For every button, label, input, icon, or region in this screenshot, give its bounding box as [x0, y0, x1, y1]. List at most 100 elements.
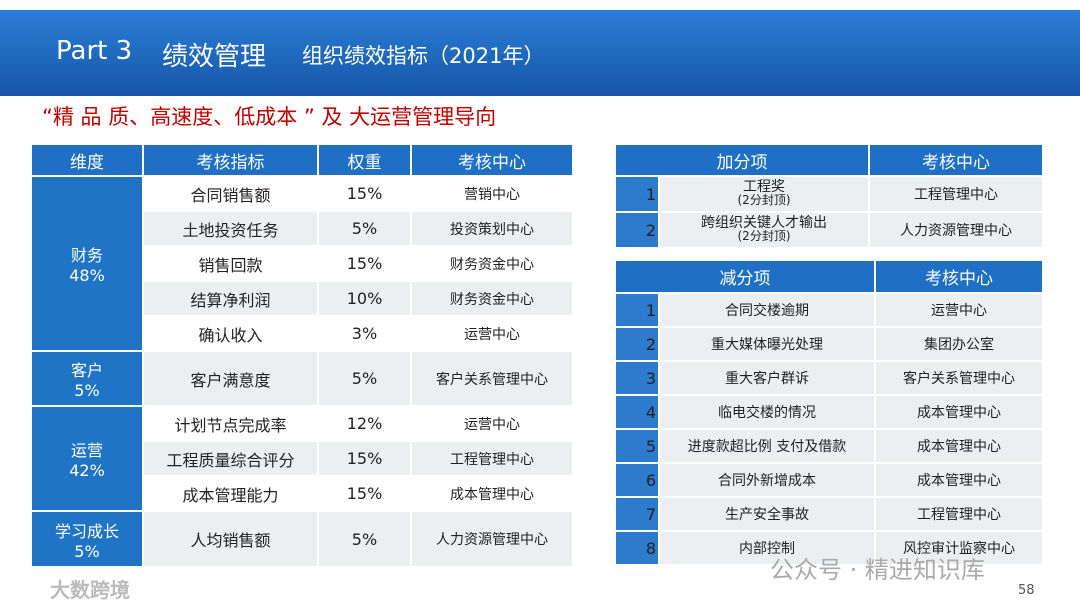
row-number: 5: [614, 428, 660, 464]
header-cell: 权重: [317, 143, 412, 177]
item-cell: 重大媒体曝光处理: [658, 326, 876, 362]
subheading: “精 品 质、高速度、低成本 ” 及 大运营管理导向: [42, 105, 497, 129]
table-row: 成本管理能力 15% 成本管理中心: [31, 475, 574, 512]
table-row: 销售回款 15% 财务资金中心: [31, 245, 574, 282]
row-number: 6: [614, 462, 660, 498]
cell: 财务资金中心: [410, 280, 574, 317]
table-row: 运营 42% 计划节点完成率 12% 运营中心: [30, 405, 574, 512]
cell: 运营中心: [410, 315, 574, 352]
cell: 5%: [317, 510, 412, 568]
cell: 15%: [317, 175, 412, 212]
header-cell: 考核指标: [142, 143, 319, 177]
dimension-cell: 财务 48%: [30, 175, 144, 352]
cell: 工程管理中心: [410, 440, 574, 477]
item-cell: 合同交楼逾期: [658, 292, 876, 328]
center-cell: 成本管理中心: [874, 462, 1044, 498]
table-row: 财务 48% 合同销售额 15% 营销中心: [30, 175, 574, 352]
dimension-share: 5%: [74, 381, 100, 400]
center-cell: 风控审计监察中心: [874, 530, 1044, 566]
item-name: 临电交楼的情况: [718, 405, 816, 421]
dimension-share: 42%: [69, 461, 105, 480]
cell: 15%: [317, 475, 412, 512]
item-cell: 内部控制: [658, 530, 876, 566]
cell: 确认收入: [142, 315, 319, 352]
item-cell: 重大客户群诉: [658, 360, 876, 396]
center-cell: 工程管理中心: [868, 175, 1044, 213]
table-row: 1 工程奖 (2分封顶) 工程管理中心: [614, 175, 1044, 213]
table-row: 确认收入 3% 运营中心: [31, 315, 574, 352]
header-cell: 考核中心: [874, 259, 1044, 294]
header-cell: 加分项: [614, 143, 870, 177]
cell: 客户关系管理中心: [410, 350, 574, 407]
cell: 投资策划中心: [410, 210, 574, 247]
table-row: 1 合同交楼逾期 运营中心: [614, 292, 1044, 328]
header-cell: 维度: [30, 143, 144, 177]
table-row: 工程质量综合评分 15% 工程管理中心: [31, 440, 574, 477]
table-row: 结算净利润 10% 财务资金中心: [31, 280, 574, 317]
title: 绩效管理: [162, 42, 267, 72]
table-row: 客户 5% 客户满意度 5% 客户关系管理中心: [30, 350, 574, 407]
table-row: 2 重大媒体曝光处理 集团办公室: [614, 326, 1044, 362]
dimension-share: 48%: [69, 266, 105, 285]
part: Part 3: [56, 36, 133, 66]
item-cell: 临电交楼的情况: [658, 394, 876, 430]
dimension-cell: 客户 5%: [30, 350, 144, 407]
cell: 合同销售额: [142, 175, 319, 212]
center-cell: 运营中心: [874, 292, 1044, 328]
item-cell: 工程奖 (2分封顶): [658, 175, 870, 213]
header-cell: 考核中心: [410, 143, 574, 177]
table-row: 学习成长 5% 人均销售额 5% 人力资源管理中心: [30, 510, 574, 568]
cell: 15%: [317, 440, 412, 477]
header-cell: 减分项: [614, 259, 876, 294]
cell: 15%: [317, 245, 412, 282]
item-cell: 生产安全事故: [658, 496, 876, 532]
item-note: (2分封顶): [737, 229, 791, 243]
item-cell: 进度款超比例 支付及借款: [658, 428, 876, 464]
table-row: 6 合同外新增成本 成本管理中心: [614, 462, 1044, 498]
cell: 人均销售额: [142, 510, 319, 568]
dimension-cell: 运营 42%: [30, 405, 144, 512]
cell: 营销中心: [410, 175, 574, 212]
table-row: 土地投资任务 5% 投资策划中心: [31, 210, 574, 247]
center-cell: 客户关系管理中心: [874, 360, 1044, 396]
cell: 土地投资任务: [142, 210, 319, 247]
row-number: 7: [614, 496, 660, 532]
cell: 财务资金中心: [410, 245, 574, 282]
item-name: 合同交楼逾期: [725, 303, 809, 319]
cell: 计划节点完成率: [142, 405, 319, 442]
penalty-table: 减分项 考核中心 1 合同交楼逾期 运营中心 2 重大媒体曝光处理 集团办公室 3 重大客户群诉客…: [614, 259, 1044, 566]
cell: 成本管理中心: [410, 475, 574, 512]
cell: 成本管理能力: [142, 475, 319, 512]
dimension-name: 运营: [70, 441, 103, 460]
cell: 5%: [317, 210, 412, 247]
header-row: 减分项 考核中心: [614, 259, 1044, 294]
table-row: 4 临电交楼的情况 成本管理中心: [614, 394, 1044, 430]
cell: 客户满意度: [142, 350, 319, 407]
center-cell: 成本管理中心: [874, 428, 1044, 464]
cell: 12%: [317, 405, 412, 442]
watermark-left: 大数跨境: [50, 578, 130, 602]
cell: 销售回款: [142, 245, 319, 282]
cell: 10%: [317, 280, 412, 317]
item-name: 跨组织关键人才输出: [701, 215, 827, 231]
row-number: 1: [614, 175, 660, 213]
item-cell: 合同外新增成本: [658, 462, 876, 498]
row-number: 3: [614, 360, 660, 396]
row-number: 8: [614, 530, 660, 566]
dimension-name: 学习成长: [54, 521, 119, 541]
table-row: 7 生产安全事故 工程管理中心: [614, 496, 1044, 532]
header-row: 维度 考核指标 权重 考核中心: [30, 143, 574, 177]
cell: 人力资源管理中心: [410, 510, 574, 568]
item-name: 进度款超比例 支付及借款: [687, 439, 847, 455]
cell: 工程质量综合评分: [142, 440, 319, 477]
watermark-right: 公众号 · 精进知识库: [770, 556, 985, 584]
table-row: 5 进度款超比例 支付及借款 成本管理中心: [614, 428, 1044, 464]
table-row: 8 内部控制 风控审计监察中心: [614, 530, 1044, 566]
item-name: 合同外新增成本: [718, 473, 816, 489]
header-cell: 考核中心: [868, 143, 1044, 177]
item-name: 工程奖: [743, 179, 785, 195]
item-name: 重大客户群诉: [725, 371, 809, 387]
cell: 3%: [317, 315, 412, 352]
row-number: 2: [614, 211, 660, 249]
center-cell: 集团办公室: [874, 326, 1044, 362]
